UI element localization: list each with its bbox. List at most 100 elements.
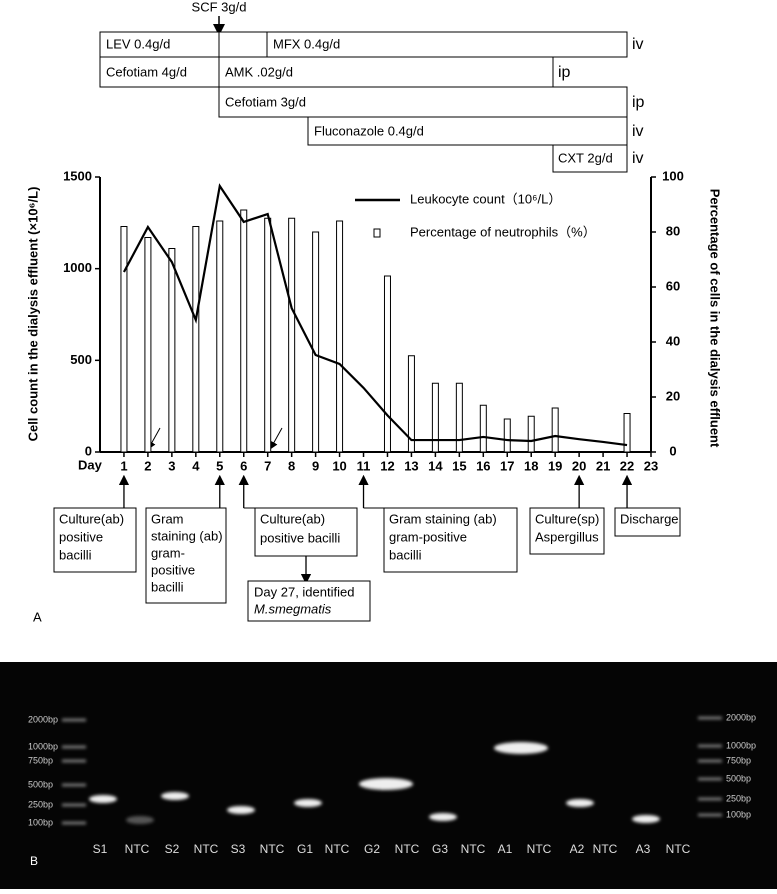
- gel-band: [294, 799, 322, 807]
- x-tick-label: 17: [500, 458, 514, 473]
- annotation-text: staining (ab): [151, 528, 223, 543]
- x-tick-label: 11: [357, 458, 371, 473]
- drug: LEV 0.4g/d: [106, 36, 170, 51]
- x-tick-label: 13: [404, 458, 418, 473]
- x-tick-label: 15: [452, 458, 466, 473]
- pointer: [270, 427, 283, 450]
- followup-box: [247, 580, 371, 622]
- y-tick-label: 0: [85, 443, 92, 458]
- annotation-text: positive bacilli: [260, 530, 340, 545]
- x-tick-label: 23: [644, 458, 658, 473]
- gel-band: [126, 816, 154, 824]
- bar: [264, 217, 272, 453]
- x-tick-label: 9: [312, 458, 319, 473]
- pointer: [148, 427, 161, 450]
- gel-band: [227, 806, 255, 814]
- ladder-band: [698, 777, 722, 781]
- y2-tick-label: 0: [669, 443, 676, 458]
- annotation-text: bacilli: [151, 579, 184, 594]
- lane-label: A2: [570, 842, 585, 856]
- ladder-label: 750bp: [726, 755, 751, 765]
- gel-background: [0, 662, 777, 889]
- lane-label: NTC: [527, 842, 552, 856]
- panel-label: B: [30, 854, 38, 868]
- ladder-label: 1000bp: [726, 740, 756, 750]
- annotation-box: [53, 507, 137, 573]
- lane-label: S2: [165, 842, 180, 856]
- route: iv: [632, 36, 644, 53]
- x-tick-label: 3: [168, 458, 175, 473]
- gel-band: [359, 778, 413, 790]
- drug: Cefotiam 4g/d: [106, 64, 187, 79]
- ladder-label: 1000bp: [28, 741, 58, 751]
- ladder-band: [698, 797, 722, 801]
- ladder-label: 2000bp: [726, 712, 756, 722]
- ladder-label: 100bp: [726, 809, 751, 819]
- bar: [527, 415, 535, 453]
- annotation-box: [383, 507, 518, 573]
- followup-text: Day 27, identified: [254, 584, 354, 599]
- lane-label: NTC: [593, 842, 618, 856]
- scf-label: SCF 3g/d: [192, 0, 247, 14]
- x-tick-label: 4: [192, 458, 200, 473]
- lane-label: A3: [636, 842, 651, 856]
- ladder-band: [62, 821, 86, 825]
- ladder-band: [698, 759, 722, 763]
- drug: CXT 2g/d: [558, 150, 613, 165]
- drug: AMK .02g/d: [225, 64, 293, 79]
- x-tick-label: 5: [216, 458, 223, 473]
- x-tick-label: 21: [596, 458, 610, 473]
- ladder-band: [62, 759, 86, 763]
- annotation-text: positive: [151, 562, 195, 577]
- annotation-text: gram-: [151, 545, 185, 560]
- ladder-band: [62, 783, 86, 787]
- regimen-box: [307, 116, 628, 146]
- panel-label: A: [33, 609, 42, 624]
- x-tick-label: 12: [380, 458, 394, 473]
- regimen-box: [266, 31, 628, 58]
- drug: Fluconazole 0.4g/d: [314, 123, 424, 138]
- ladder-label: 250bp: [726, 793, 751, 803]
- x-tick-label: 18: [524, 458, 538, 473]
- drug: MFX 0.4g/d: [273, 36, 340, 51]
- ladder-band: [698, 744, 722, 748]
- bar: [503, 418, 511, 453]
- gel-band: [429, 813, 457, 821]
- lane-label: NTC: [194, 842, 219, 856]
- y2-tick-label: 20: [666, 388, 680, 403]
- ladder-label: 500bp: [726, 773, 751, 783]
- bar: [312, 231, 320, 453]
- x-tick-label: 10: [332, 458, 346, 473]
- annotation-text: Gram staining (ab): [389, 511, 497, 526]
- annotation-text: gram-positive: [389, 529, 467, 544]
- lane-label: S1: [93, 842, 108, 856]
- ladder-band: [62, 745, 86, 749]
- bar: [120, 226, 128, 453]
- y2-tick-label: 60: [666, 278, 680, 293]
- y-tick-label: 1500: [63, 168, 92, 183]
- legend-label: Percentage of neutrophils（%）: [410, 224, 596, 239]
- bar: [407, 355, 415, 453]
- lane-label: NTC: [260, 842, 285, 856]
- ladder-label: 500bp: [28, 779, 53, 789]
- drug: Cefotiam 3g/d: [225, 94, 306, 109]
- regimen-box: [218, 86, 628, 118]
- lane-label: G3: [432, 842, 448, 856]
- y-tick-label: 500: [70, 352, 92, 367]
- bar: [623, 413, 631, 453]
- gel-image: B 2000bp 1000bp 750bp 500bp 250bp 100bp 2000bp…: [0, 662, 777, 889]
- y-tick-label: 1000: [63, 260, 92, 275]
- annotation-box: [614, 507, 681, 537]
- x-tick-label: 20: [572, 458, 586, 473]
- bar: [168, 248, 176, 453]
- lane-label: S3: [231, 842, 246, 856]
- bar: [288, 217, 296, 453]
- lane-label: NTC: [325, 842, 350, 856]
- annotation-box: [529, 507, 605, 555]
- y2-tick-label: 100: [662, 168, 684, 183]
- regimen-box: [552, 144, 628, 173]
- x-tick-label: 2: [144, 458, 151, 473]
- ladder-band: [62, 803, 86, 807]
